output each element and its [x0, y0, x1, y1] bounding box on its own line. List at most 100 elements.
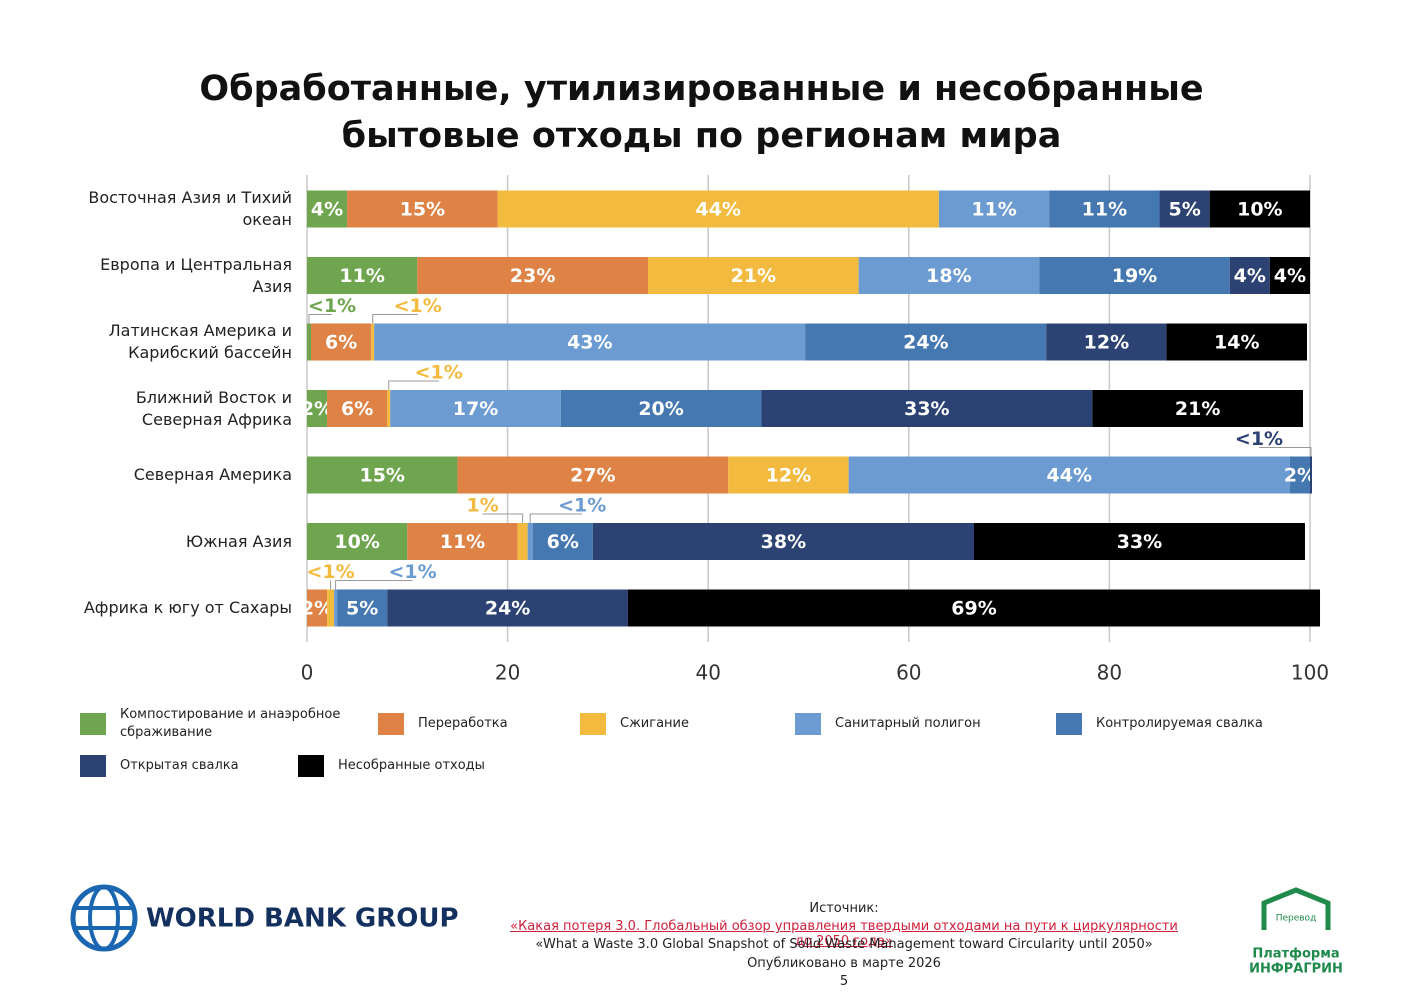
- bar-segment: [938, 190, 1050, 228]
- legend-swatch: [580, 713, 606, 735]
- value-label: 21%: [1175, 398, 1220, 420]
- bar-segment: [1269, 257, 1310, 294]
- bar-segment: [1039, 257, 1230, 294]
- value-label-outside: <1%: [394, 295, 442, 317]
- bar-segment: [1310, 456, 1313, 494]
- bar-segment: [307, 257, 418, 294]
- page-number: 5: [839, 974, 849, 989]
- value-label: 6%: [341, 398, 373, 420]
- bar-segment: [1289, 456, 1310, 494]
- value-label: 4%: [311, 199, 343, 221]
- source-en: «What a Waste 3.0 Global Snapshot of Sol…: [535, 937, 1153, 952]
- leader-line: [388, 380, 439, 390]
- legend-label: Несобранные отходы: [338, 758, 485, 773]
- bar-segment: [327, 589, 335, 627]
- bar-segment: [374, 323, 806, 361]
- value-label: 11%: [440, 531, 485, 553]
- x-tick-label: 20: [495, 661, 520, 685]
- bar-segment: [532, 523, 593, 560]
- bar-segment: [527, 523, 533, 560]
- value-label: 33%: [1117, 531, 1162, 553]
- value-label: 69%: [951, 598, 996, 620]
- row-label: Европа и Центральная Азия: [100, 254, 292, 296]
- value-label: 23%: [510, 265, 555, 287]
- value-label: 2%: [301, 598, 333, 620]
- logo-top: Перевод: [1276, 914, 1317, 924]
- bar-segment: [1159, 190, 1210, 228]
- legend-label: Санитарный полигон: [835, 716, 981, 731]
- value-label: 10%: [1237, 199, 1282, 221]
- value-label-outside: <1%: [388, 561, 436, 583]
- bar-segment: [1046, 323, 1167, 361]
- bar-segment: [858, 257, 1040, 294]
- value-label-outside: <1%: [306, 561, 354, 583]
- legend-swatch: [378, 713, 404, 735]
- value-label: 44%: [695, 199, 740, 221]
- published: Опубликовано в марте 2026: [747, 956, 941, 971]
- value-label-outside: 1%: [467, 495, 499, 517]
- source-label: Источник:: [809, 901, 879, 916]
- bar-segment: [560, 390, 762, 427]
- source-link[interactable]: «Какая потеря 3.0. Глобальный обзор упра…: [510, 919, 1178, 949]
- value-label: 33%: [904, 398, 949, 420]
- value-label: 24%: [485, 598, 530, 620]
- value-label: 11%: [971, 199, 1016, 221]
- bar-segment: [1209, 190, 1310, 228]
- bar-segment: [627, 589, 1321, 627]
- value-label: 4%: [1274, 265, 1306, 287]
- bar-segment: [1049, 190, 1160, 228]
- bar-segment: [334, 589, 338, 627]
- bar-segment: [307, 523, 408, 560]
- value-label: 15%: [359, 465, 404, 487]
- bar-segment: [407, 523, 518, 560]
- bar-segment: [457, 456, 729, 494]
- bar-segment: [1166, 323, 1307, 361]
- value-label-outside: <1%: [308, 295, 356, 317]
- value-label: 15%: [400, 199, 445, 221]
- value-label: 5%: [1168, 199, 1200, 221]
- value-label: 18%: [926, 265, 971, 287]
- value-label: 38%: [761, 531, 806, 553]
- value-label: 12%: [766, 465, 811, 487]
- legend-swatch: [1056, 713, 1082, 735]
- bar-segment: [327, 390, 388, 427]
- leader-line: [335, 580, 413, 590]
- leader-line: [1259, 447, 1312, 457]
- value-label: 6%: [325, 332, 357, 354]
- value-label: 5%: [346, 598, 378, 620]
- bar-segment: [592, 523, 974, 560]
- value-label: 11%: [1082, 199, 1127, 221]
- value-label: 44%: [1047, 465, 1092, 487]
- bar-segment: [307, 390, 328, 427]
- legend-label: Открытая свалка: [120, 758, 239, 773]
- value-label: 12%: [1084, 332, 1129, 354]
- bar-segment: [497, 190, 939, 228]
- bar-segment: [371, 323, 375, 361]
- value-label: 20%: [638, 398, 683, 420]
- value-label: 43%: [567, 332, 612, 354]
- logo-line: Платформа: [1252, 947, 1339, 962]
- leader-line: [529, 513, 583, 523]
- row-label: Ближний Восток и Северная Африка: [135, 387, 292, 429]
- legend-swatch: [80, 755, 106, 777]
- bar-segment: [848, 456, 1290, 494]
- row-label: Латинская Америка и Карибский бассейн: [108, 321, 292, 362]
- value-label: 17%: [453, 398, 498, 420]
- legend-label: Контролируемая свалка: [1096, 716, 1263, 731]
- bar-segment: [307, 190, 348, 228]
- bar-segment: [311, 323, 372, 361]
- bar-segment: [648, 257, 859, 294]
- logo-line: ИНФРАГРИН: [1249, 962, 1343, 977]
- legend-swatch: [795, 713, 821, 735]
- bar-segment: [973, 523, 1305, 560]
- value-label: 19%: [1112, 265, 1157, 287]
- bar-segment: [387, 390, 391, 427]
- x-tick-label: 80: [1097, 661, 1122, 685]
- x-tick-label: 0: [301, 661, 314, 685]
- bar-segment: [337, 589, 388, 627]
- bar-segment: [307, 456, 458, 494]
- value-label: 11%: [339, 265, 384, 287]
- bar-segment: [517, 523, 528, 560]
- bar-segment: [805, 323, 1047, 361]
- bar-segment: [1092, 390, 1303, 427]
